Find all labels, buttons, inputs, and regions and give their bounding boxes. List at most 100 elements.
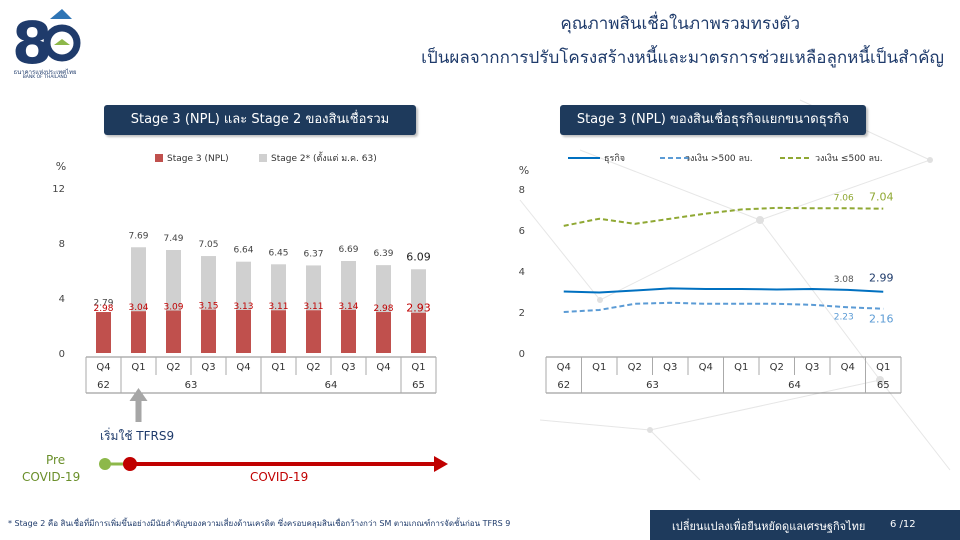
chart1-label-stage3: 3.04: [128, 303, 148, 313]
chart1-label-stage2: 6.39: [373, 249, 393, 259]
chart1-label-stage3: 2.98: [93, 304, 113, 314]
chart1-legend-swatch-stage3: [155, 154, 163, 162]
footer-slogan: เปลี่ยนแปลงเพื่อยืนหยัดดูแลเศรษฐกิจไทย: [672, 520, 866, 533]
chart2-ytick: 6: [519, 226, 525, 237]
chart1-label-stage2: 6.45: [268, 248, 288, 258]
chart1-bar-stage3: [201, 309, 216, 353]
tfrs9-arrow-head: [129, 388, 148, 401]
chart1-legend-swatch-stage2: [259, 154, 267, 162]
pre-covid-label-line1: Pre: [46, 453, 66, 467]
chart1-bar-stage2: [271, 264, 286, 311]
chart2-xtick: Q4: [841, 362, 855, 373]
chart2-xtick: Q1: [734, 362, 748, 373]
logo-text: ธนาคารแห่งประเทศไทย: [13, 69, 77, 76]
chart2-end-label-prev: 7.06: [834, 193, 854, 203]
chart1-ytick: 4: [59, 294, 65, 305]
chart1-bar-stage3: [236, 309, 251, 353]
chart1-label-stage2: 6.69: [338, 245, 358, 255]
tfrs9-arrow-shaft: [135, 400, 142, 422]
chart1-xtick: Q1: [131, 362, 145, 373]
chart1-bar-stage2: [306, 265, 321, 311]
chart2-end-label-last: 2.16: [869, 313, 894, 326]
chart1-label-stage3: 3.13: [233, 302, 253, 312]
chart2-legend-label: ธุรกิจ: [604, 153, 625, 164]
chart1-label-stage2: 6.09: [406, 250, 431, 263]
chart1-ytick: 0: [59, 349, 65, 360]
chart1-bar-stage3: [271, 310, 286, 353]
chart2-year-label: 62: [557, 380, 570, 391]
chart2-xtick: Q4: [557, 362, 571, 373]
chart1-bar-stage2: [166, 250, 181, 311]
chart1-label-stage3: 3.11: [303, 302, 323, 312]
chart1-bar-stage2: [201, 256, 216, 310]
chart1-xtick: Q2: [166, 362, 180, 373]
chart1-label-stage3: 3.11: [268, 302, 288, 312]
tfrs9-annotation: เริ่มใช้ TFRS9: [100, 429, 175, 443]
chart1-label-stage3: 3.15: [198, 302, 218, 312]
chart1-year-label: 63: [185, 380, 198, 391]
chart2-year-label: 65: [877, 380, 890, 391]
chart1-bar-stage2: [341, 261, 356, 310]
chart1-xtick: Q3: [201, 362, 215, 373]
covid-timeline-arrowhead: [434, 456, 448, 472]
chart2-xtick: Q3: [805, 362, 819, 373]
chart1-bar-stage3: [166, 310, 181, 353]
chart2-xtick: Q1: [876, 362, 890, 373]
chart1-xtick: Q1: [411, 362, 425, 373]
pre-covid-dot: [99, 458, 111, 470]
covid-start-dot: [123, 457, 137, 471]
chart2-year-label: 63: [646, 380, 659, 391]
footer-bar: [650, 510, 960, 540]
chart2-xtick: Q1: [592, 362, 606, 373]
chart1-bar-stage3: [306, 310, 321, 353]
chart1-xtick: Q4: [96, 362, 110, 373]
chart1-ytick: 12: [52, 184, 65, 195]
chart2-ytick: 2: [519, 308, 525, 319]
chart2-legend-label: วงเงิน ≤500 ลบ.: [815, 153, 883, 164]
chart1-label-stage2: 6.64: [233, 246, 253, 256]
chart2-xtick: Q3: [663, 362, 677, 373]
chart1-bar-stage3: [376, 312, 391, 353]
chart1-label-stage2: 6.37: [303, 249, 323, 259]
page-title-line2: เป็นผลจากการปรับโครงสร้างหนี้และมาตรการช…: [421, 48, 944, 68]
chart1-year-label: 65: [412, 380, 425, 391]
chart2-ytick: 0: [519, 349, 525, 360]
chart2-ylabel: %: [519, 164, 529, 177]
chart1-bar-stage3: [341, 309, 356, 353]
bot-80-logo: 8: [12, 9, 81, 77]
chart2-xtick: Q2: [770, 362, 784, 373]
chart2-ytick: 4: [519, 267, 525, 278]
chart2-series-line: [563, 301, 884, 313]
chart2-series-line: [563, 206, 884, 227]
chart1-label-stage2: 7.05: [198, 240, 218, 250]
chart2-xtick: Q4: [699, 362, 713, 373]
chart1-xtick: Q1: [271, 362, 285, 373]
chart2-series-line: [563, 287, 884, 294]
chart1-bar-stage3: [411, 312, 426, 353]
chart1-bar-stage3: [131, 311, 146, 353]
chart1-xtick: Q4: [236, 362, 250, 373]
chart1-label-stage2: 7.69: [128, 231, 148, 241]
chart1-label-stage2: 7.49: [163, 234, 183, 244]
chart2-year-label: 64: [788, 380, 801, 391]
chart1-xtick: Q2: [306, 362, 320, 373]
chart2-xtick: Q2: [628, 362, 642, 373]
chart2-legend-label: วงเงิน >500 ลบ.: [685, 153, 753, 164]
chart1-bar-stage2: [376, 265, 391, 313]
chart1-ylabel: %: [56, 160, 66, 173]
chart2-end-label-last: 7.04: [869, 191, 894, 204]
chart1-label-stage3: 3.14: [338, 302, 358, 312]
logo-subtext: BANK OF THAILAND: [22, 75, 68, 80]
chart1-bar-stage2: [131, 247, 146, 312]
chart1-label-stage3: 2.93: [406, 302, 431, 315]
chart1-bar-stage2: [411, 269, 426, 313]
chart1-bar-stage2: [236, 261, 251, 310]
chart1-xtick: Q3: [341, 362, 355, 373]
chart1-legend-stage3: Stage 3 (NPL): [167, 154, 229, 164]
chart2-ytick: 8: [519, 185, 525, 196]
page-title-line1: คุณภาพสินเชื่อในภาพรวมทรงตัว: [560, 14, 800, 34]
chart1-year-label: 64: [325, 380, 338, 391]
chart1-ytick: 8: [59, 239, 65, 250]
